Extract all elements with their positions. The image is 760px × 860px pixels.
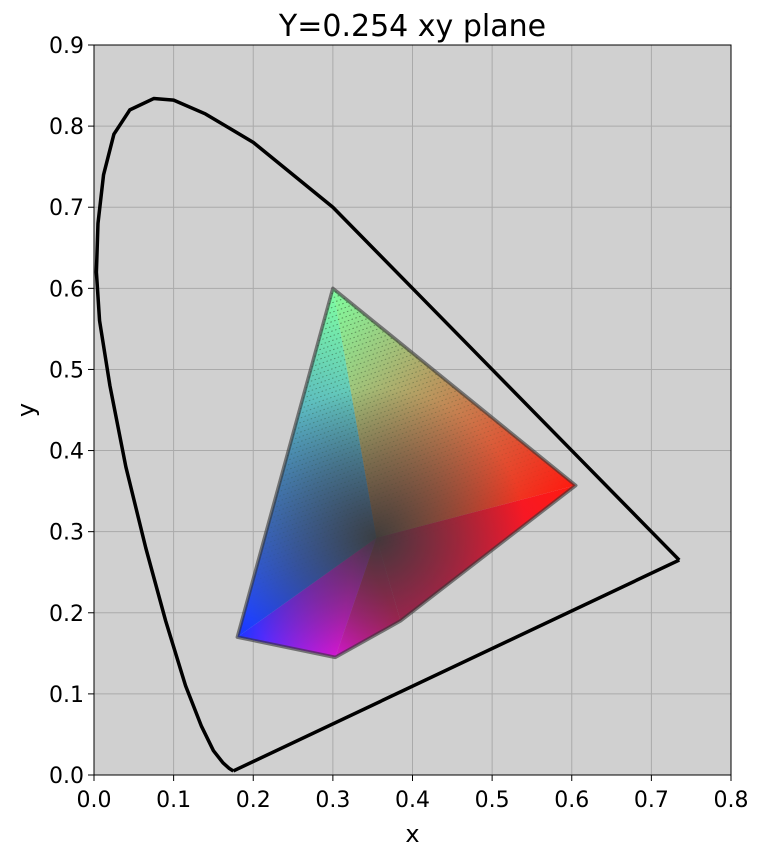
gamut-dot-row bbox=[296, 369, 435, 420]
gamut-dot-row bbox=[259, 455, 540, 556]
gamut-dot-row bbox=[314, 330, 386, 357]
y-axis-label: y bbox=[12, 403, 40, 417]
spectral-locus bbox=[94, 96, 681, 773]
y-tick-label: 0.5 bbox=[49, 358, 84, 383]
gamut-dot-row bbox=[278, 412, 487, 488]
gamut-dot-row bbox=[318, 320, 374, 342]
gamut-dot-row bbox=[306, 346, 406, 383]
gamut-dot-row bbox=[289, 386, 455, 446]
gamut-dot-row bbox=[262, 448, 532, 546]
gamut-dot-row bbox=[269, 432, 512, 519]
spectral-locus-curve bbox=[94, 96, 681, 773]
gamut-outline bbox=[235, 286, 578, 660]
x-tick-label: 0.0 bbox=[77, 788, 112, 813]
x-tick-label: 0.5 bbox=[475, 788, 510, 813]
gamut-dot-row bbox=[319, 317, 370, 336]
gamut-dot-row bbox=[283, 399, 471, 467]
gamut-dot-pattern bbox=[252, 291, 560, 582]
gamut-dot-row bbox=[261, 452, 536, 551]
gamut-dot-row bbox=[312, 333, 390, 363]
x-tick-label: 0.1 bbox=[156, 788, 191, 813]
y-tick-label: 0.4 bbox=[49, 440, 84, 465]
gamut-dot-row bbox=[276, 415, 491, 493]
x-tick-label: 0.7 bbox=[634, 788, 669, 813]
gamut-dot-row bbox=[302, 356, 419, 399]
gamut-dot-row bbox=[325, 304, 354, 315]
gamut-dot-row bbox=[265, 442, 524, 535]
axis-ticks: 0.0 0.1 0.2 0.3 0.4 0.5 0.6 0.7 0.8 0.0 0.1 0.2 0.3 0… bbox=[49, 34, 749, 813]
gamut-dot-row bbox=[305, 350, 410, 389]
x-tick-label: 0.4 bbox=[395, 788, 430, 813]
gamut-dot-row bbox=[263, 445, 528, 540]
gamut-dot-row bbox=[272, 425, 504, 509]
gamut-centre-shade bbox=[237, 288, 576, 658]
gamut-dot-row bbox=[281, 406, 479, 478]
x-tick-label: 0.8 bbox=[714, 788, 749, 813]
gamut-dot-row bbox=[255, 465, 552, 572]
x-tick-label: 0.3 bbox=[315, 788, 350, 813]
gamut-dot-row bbox=[266, 438, 520, 530]
y-tick-label: 0.2 bbox=[49, 602, 84, 627]
gamut-dot-row bbox=[258, 458, 544, 561]
gamut-dot-row bbox=[301, 360, 423, 404]
chart-title: Y=0.254 xy plane bbox=[278, 9, 546, 44]
y-tick-label: 0.8 bbox=[49, 115, 84, 140]
y-tick-label: 0.0 bbox=[49, 764, 84, 789]
x-tick-label: 0.6 bbox=[554, 788, 589, 813]
purple-line bbox=[232, 558, 680, 773]
x-axis-label: x bbox=[405, 820, 419, 848]
y-tick-label: 0.6 bbox=[49, 277, 84, 302]
gamut-dot-row bbox=[311, 337, 394, 368]
gamut-dot-row bbox=[298, 366, 431, 415]
x-tick-label: 0.2 bbox=[236, 788, 271, 813]
gamut-dot-row bbox=[256, 461, 548, 567]
gamut-dot-row bbox=[328, 297, 346, 305]
y-tick-label: 0.7 bbox=[49, 196, 84, 221]
gamut-dot-row bbox=[322, 310, 362, 326]
gamut-dot-row bbox=[304, 353, 414, 394]
gamut-dot-row bbox=[295, 373, 439, 425]
gamut-dot-row bbox=[286, 392, 463, 457]
gamut-dot-row bbox=[291, 383, 451, 441]
gamut-dot-row bbox=[324, 307, 358, 321]
y-tick-label: 0.1 bbox=[49, 683, 84, 708]
y-tick-label: 0.9 bbox=[49, 34, 84, 59]
gamut-region bbox=[237, 288, 576, 658]
gamut-dot-row bbox=[308, 343, 402, 378]
y-tick-label: 0.3 bbox=[49, 521, 84, 546]
gamut-dot-row bbox=[292, 379, 447, 436]
gamut-dot-row bbox=[316, 323, 378, 347]
gamut-dot-row bbox=[253, 468, 556, 577]
gamut-dot-row bbox=[271, 429, 508, 514]
gamut-dot-row bbox=[275, 419, 495, 499]
